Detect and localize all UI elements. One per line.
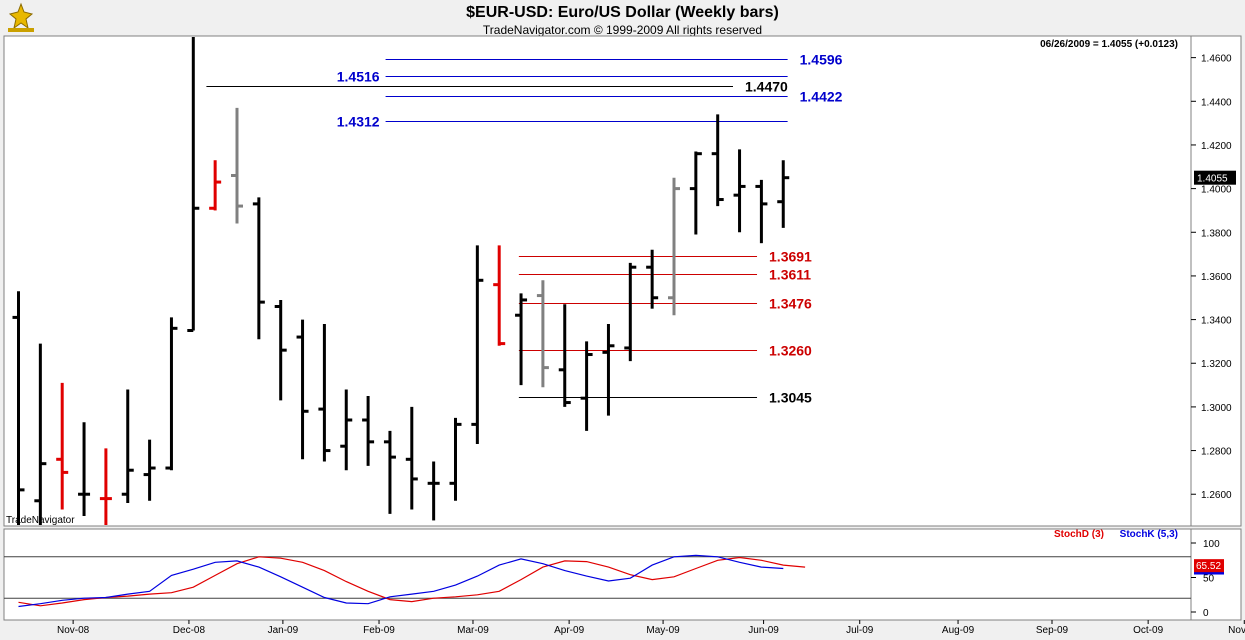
x-axis-label: Mar-09: [457, 625, 489, 636]
stoch-axis-label: 100: [1203, 539, 1220, 550]
stoch-series-line: [18, 554, 784, 608]
ohlc-bar: [34, 343, 47, 525]
ohlc-bar: [602, 323, 615, 416]
price-axis-label: 1.3800: [1201, 228, 1232, 239]
ohlc-bar: [493, 245, 506, 346]
stochd-last-box: [1194, 559, 1224, 573]
price-axis-label: 1.3200: [1201, 359, 1232, 370]
stoch-axis-label: 0: [1203, 608, 1209, 619]
ohlc-bar: [318, 323, 331, 462]
ohlc-bar: [624, 262, 637, 362]
stochk-legend: StochK (5,3): [1120, 529, 1178, 540]
x-axis-label: Oct-09: [1133, 625, 1163, 636]
ohlc-bar: [471, 245, 484, 445]
level-label: 1.4422: [800, 89, 843, 105]
price-axis-label: 1.2800: [1201, 447, 1232, 458]
price-axis-label: 1.2600: [1201, 490, 1232, 501]
ohlc-bar: [646, 249, 659, 309]
price-panel: [3, 35, 1192, 527]
stochd-legend: StochD (3): [1054, 529, 1104, 540]
ohlc-bar: [56, 382, 69, 510]
ohlc-bar: [383, 430, 396, 514]
x-axis-label: Aug-09: [942, 625, 975, 636]
ohlc-bar: [209, 160, 222, 211]
chart-subtitle: TradeNavigator.com © 1999-2009 All right…: [482, 23, 763, 37]
level-label: 1.4470: [745, 79, 788, 95]
price-axis-label: 1.3000: [1201, 403, 1232, 414]
trade-navigator-logo-icon: [8, 2, 34, 32]
ohlc-bar: [252, 197, 265, 340]
ohlc-bar: [668, 177, 680, 316]
level-label: 1.3476: [769, 296, 812, 312]
x-axis-label: May-09: [646, 625, 680, 636]
ohlc-bar: [340, 389, 353, 471]
ohlc-bar: [449, 417, 462, 501]
x-axis-label: Jun-09: [748, 625, 779, 636]
stoch-series-line: [18, 556, 806, 607]
ohlc-bar: [580, 341, 593, 431]
x-axis-label: Dec-08: [173, 625, 206, 636]
ohlc-bar: [99, 448, 112, 525]
ohlc-bar: [405, 406, 418, 510]
x-axis-label: Feb-09: [363, 625, 395, 636]
price-axis-label: 1.3400: [1201, 316, 1232, 327]
stochd-last-label: 65.52: [1196, 561, 1221, 572]
x-axis-label: Nov-08: [57, 625, 90, 636]
ohlc-bar: [711, 114, 724, 207]
price-axis-panel: [1190, 35, 1242, 527]
price-axis-label: 1.4200: [1201, 141, 1232, 152]
level-label: 1.3260: [769, 343, 812, 359]
level-label: 1.4312: [337, 114, 380, 130]
ohlc-bar: [12, 291, 25, 525]
ohlc-bar: [515, 293, 528, 386]
chart-title: $EUR-USD: Euro/US Dollar (Weekly bars): [466, 4, 779, 21]
price-axis-label: 1.4000: [1201, 185, 1232, 196]
ohlc-bar: [733, 149, 746, 233]
ohlc-bar: [777, 160, 790, 228]
ohlc-bar: [231, 107, 243, 224]
x-axis-label: Nov-09: [1228, 625, 1245, 636]
x-axis-label: Apr-09: [554, 625, 584, 636]
stoch-panel: [3, 528, 1192, 621]
x-axis-label: Sep-09: [1036, 625, 1069, 636]
level-label: 1.3691: [769, 249, 812, 265]
ohlc-bar: [143, 439, 156, 501]
ohlc-bar: [427, 461, 440, 521]
ohlc-bar: [121, 389, 134, 503]
ohlc-bar: [689, 151, 702, 235]
level-label: 1.3611: [769, 267, 811, 283]
level-label: 1.4516: [337, 69, 380, 85]
level-label: 1.3045: [769, 390, 812, 406]
ohlc-bar: [558, 304, 571, 407]
last-price-label: 1.4055: [1197, 174, 1228, 185]
ohlc-bar: [187, 37, 200, 333]
price-axis-label: 1.4600: [1201, 54, 1232, 65]
last-price-box: [1194, 170, 1236, 185]
x-axis-label: Jul-09: [846, 625, 874, 636]
level-label: 1.4596: [800, 52, 843, 68]
ohlc-bar: [274, 299, 287, 401]
ohlc-bar: [78, 422, 91, 517]
last-quote-text: 06/26/2009 = 1.4055 (+0.0123): [1040, 39, 1178, 50]
ohlc-bar: [755, 179, 768, 244]
stoch-axis-label: 50: [1203, 574, 1215, 585]
ohlc-bar: [296, 319, 309, 460]
price-axis-label: 1.3600: [1201, 272, 1232, 283]
ohlc-bar: [165, 317, 178, 471]
ohlc-bar: [362, 395, 375, 466]
ohlc-bar: [536, 280, 549, 388]
x-axis-label: Jan-09: [268, 625, 299, 636]
price-axis-label: 1.4400: [1201, 97, 1232, 108]
